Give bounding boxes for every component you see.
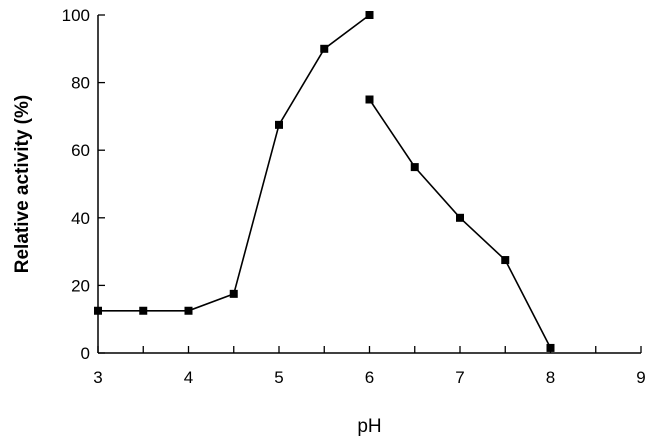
series-line bbox=[368, 99, 552, 349]
data-point bbox=[139, 306, 148, 315]
axes bbox=[97, 15, 641, 354]
y-tick-label: 0 bbox=[81, 344, 90, 363]
series-1 bbox=[94, 11, 374, 315]
y-ticks: 0 20 40 60 80 100 bbox=[62, 6, 105, 363]
y-axis-title: Relative activity (%) bbox=[12, 95, 33, 273]
data-point bbox=[275, 120, 283, 129]
data-point bbox=[365, 95, 374, 104]
data-point bbox=[184, 306, 193, 315]
x-tick-label: 5 bbox=[274, 368, 283, 387]
y-tick-label: 80 bbox=[71, 74, 90, 93]
data-point bbox=[229, 289, 238, 298]
x-tick-label: 4 bbox=[184, 368, 193, 387]
data-point bbox=[410, 163, 419, 172]
y-tick-label: 40 bbox=[71, 209, 90, 228]
series-2 bbox=[365, 95, 555, 352]
x-axis-title: pH bbox=[357, 416, 381, 437]
y-tick-label: 60 bbox=[71, 141, 90, 160]
x-tick-label: 8 bbox=[546, 368, 555, 387]
x-ticks: 3 4 5 6 7 8 9 bbox=[93, 346, 646, 387]
x-tick-label: 3 bbox=[93, 368, 102, 387]
x-tick-label: 7 bbox=[455, 368, 464, 387]
data-point bbox=[365, 11, 374, 19]
data-point bbox=[94, 306, 102, 315]
x-tick-label: 6 bbox=[365, 368, 374, 387]
series-line bbox=[98, 14, 370, 312]
data-point bbox=[546, 343, 555, 352]
y-tick-label: 20 bbox=[71, 276, 90, 295]
data-point bbox=[456, 213, 464, 222]
y-tick-label: 100 bbox=[62, 6, 90, 25]
data-point bbox=[320, 44, 329, 53]
data-point bbox=[501, 256, 510, 265]
series-group bbox=[94, 11, 555, 352]
x-tick-label: 9 bbox=[636, 368, 645, 387]
